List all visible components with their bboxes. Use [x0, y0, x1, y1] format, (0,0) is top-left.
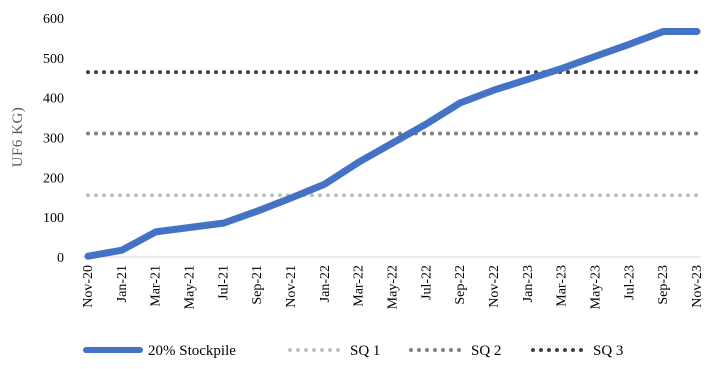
x-tick-label: Mar-21	[149, 265, 164, 307]
x-tick-label: Jul-21	[216, 265, 231, 300]
x-tick-label: May-22	[386, 265, 401, 309]
x-tick-label: Jan-22	[318, 265, 333, 302]
y-tick-label: 400	[43, 92, 64, 107]
x-tick-label: Sep-21	[250, 265, 265, 305]
y-axis-ticks: 0 100 200 300 400 500 600	[43, 12, 64, 266]
y-tick-label: 200	[43, 171, 64, 186]
x-tick-label: Sep-23	[656, 265, 671, 305]
x-tick-label: Sep-22	[453, 265, 468, 305]
x-tick-label: May-23	[589, 265, 604, 309]
legend-label: SQ 1	[350, 343, 380, 359]
x-tick-label: Mar-23	[555, 265, 570, 307]
x-tick-label: May-21	[183, 265, 198, 309]
series-line-stockpile	[84, 28, 701, 260]
x-tick-label: Nov-20	[81, 265, 96, 308]
x-tick-label: Nov-23	[690, 265, 705, 308]
x-axis-ticks: Nov-20 Jan-21 Mar-21 May-21 Jul-21 Sep-21 Nov-…	[81, 265, 705, 309]
x-tick-label: Jan-23	[521, 265, 536, 302]
y-tick-label: 300	[43, 132, 64, 147]
y-axis-title: UF6 KG)	[10, 107, 26, 168]
x-tick-label: Jul-23	[622, 265, 637, 300]
y-tick-label: 100	[43, 211, 64, 226]
x-tick-label: Mar-22	[352, 265, 367, 307]
y-tick-label: 0	[57, 251, 64, 266]
y-tick-label: 500	[43, 52, 64, 67]
reference-lines	[86, 70, 699, 198]
legend: 20% Stockpile SQ 1 SQ 2 SQ 3	[83, 343, 623, 359]
legend-label: 20% Stockpile	[148, 343, 236, 359]
x-tick-label: Nov-22	[487, 265, 502, 308]
x-tick-label: Jul-22	[419, 265, 434, 300]
x-tick-label: Jan-21	[115, 265, 130, 302]
stockpile-line-group	[84, 28, 701, 260]
legend-label: SQ 3	[593, 343, 623, 359]
legend-label: SQ 2	[471, 343, 501, 359]
y-tick-label: 600	[43, 12, 64, 27]
x-tick-label: Nov-21	[284, 265, 299, 308]
